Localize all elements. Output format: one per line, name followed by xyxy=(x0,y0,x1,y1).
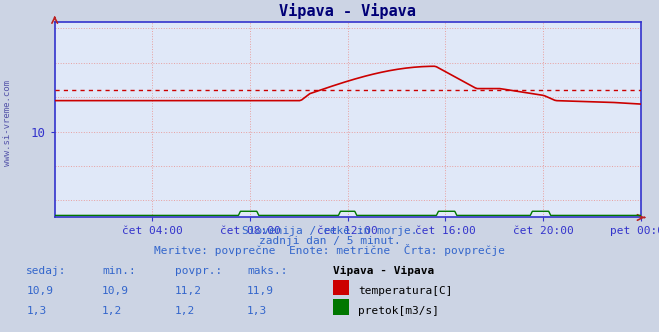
Text: 10,9: 10,9 xyxy=(26,286,53,296)
Text: 10,9: 10,9 xyxy=(102,286,129,296)
Text: 1,3: 1,3 xyxy=(26,306,47,316)
Text: pretok[m3/s]: pretok[m3/s] xyxy=(358,306,439,316)
Text: min.:: min.: xyxy=(102,266,136,276)
Text: maks.:: maks.: xyxy=(247,266,287,276)
Text: temperatura[C]: temperatura[C] xyxy=(358,286,452,296)
Text: 11,2: 11,2 xyxy=(175,286,202,296)
Text: 1,3: 1,3 xyxy=(247,306,268,316)
Text: povpr.:: povpr.: xyxy=(175,266,222,276)
Text: zadnji dan / 5 minut.: zadnji dan / 5 minut. xyxy=(258,236,401,246)
Text: Slovenija / reke in morje.: Slovenija / reke in morje. xyxy=(242,226,417,236)
Text: www.si-vreme.com: www.si-vreme.com xyxy=(3,80,13,166)
Title: Vipava - Vipava: Vipava - Vipava xyxy=(279,3,416,19)
Text: 1,2: 1,2 xyxy=(175,306,195,316)
Text: 1,2: 1,2 xyxy=(102,306,123,316)
Text: 11,9: 11,9 xyxy=(247,286,274,296)
Text: Vipava - Vipava: Vipava - Vipava xyxy=(333,266,434,276)
Text: Meritve: povprečne  Enote: metrične  Črta: povprečje: Meritve: povprečne Enote: metrične Črta:… xyxy=(154,244,505,256)
Text: sedaj:: sedaj: xyxy=(26,266,67,276)
